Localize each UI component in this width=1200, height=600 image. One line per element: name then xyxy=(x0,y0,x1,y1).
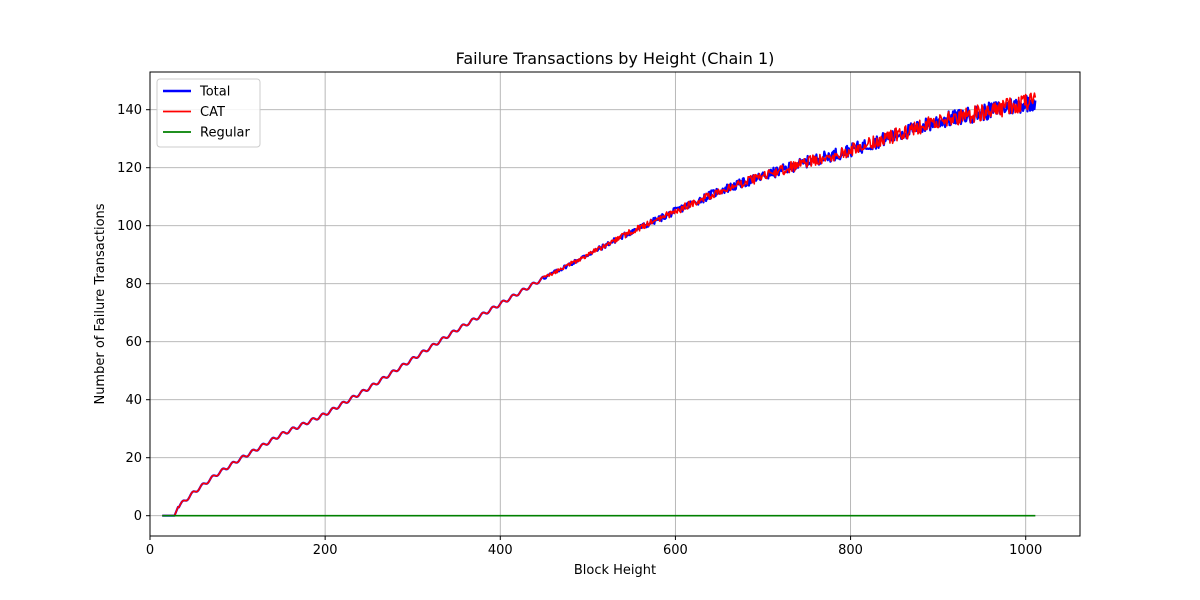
legend: Total CAT Regular xyxy=(156,78,261,148)
x-tick-label: 1000 xyxy=(1009,543,1042,558)
plot-frame xyxy=(149,71,1081,537)
x-ticks: 0 200 400 600 800 1000 xyxy=(146,536,1042,558)
y-tick-label: 140 xyxy=(117,103,142,118)
series-layer xyxy=(162,92,1037,517)
y-axis-label: Number of Failure Transactions xyxy=(93,203,108,404)
y-tick-label: 60 xyxy=(125,335,142,350)
x-axis-label: Block Height xyxy=(574,563,656,578)
y-tick-label: 120 xyxy=(117,161,142,176)
series-line-cat xyxy=(162,92,1037,517)
x-tick-label: 200 xyxy=(313,543,338,558)
legend-label-total: Total xyxy=(199,85,230,100)
y-tick-label: 20 xyxy=(125,451,142,466)
y-tick-label: 40 xyxy=(125,393,142,408)
legend-box xyxy=(156,78,261,148)
y-tick-label: 0 xyxy=(134,509,142,524)
legend-label-cat: CAT xyxy=(200,105,225,120)
y-tick-label: 80 xyxy=(125,277,142,292)
x-tick-label: 0 xyxy=(146,543,154,558)
chart-title: Failure Transactions by Height (Chain 1) xyxy=(456,49,775,68)
y-ticks: 0 20 40 60 80 100 120 140 xyxy=(117,103,150,524)
y-tick-label: 100 xyxy=(117,219,142,234)
legend-label-regular: Regular xyxy=(200,126,251,141)
x-tick-label: 600 xyxy=(663,543,688,558)
x-tick-label: 800 xyxy=(838,543,863,558)
x-tick-label: 400 xyxy=(488,543,513,558)
